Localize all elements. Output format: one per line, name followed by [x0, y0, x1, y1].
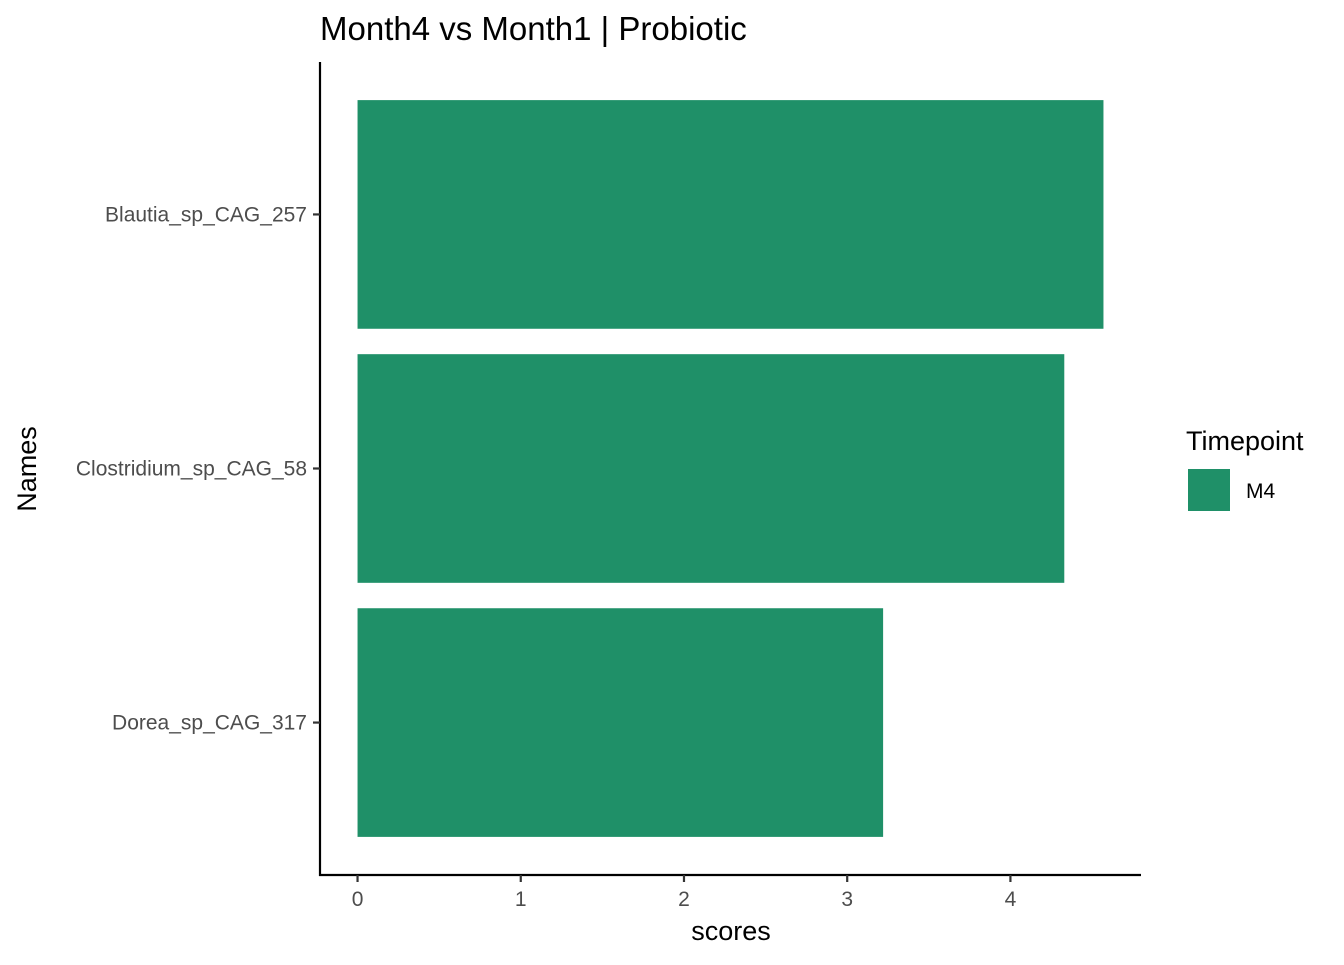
y-axis-ticks: Blautia_sp_CAG_257 Clostridium_sp_CAG_58 D… [76, 203, 320, 735]
legend: Timepoint M4 [1186, 426, 1304, 511]
y-tick-label-Blautia_sp_CAG_257: Blautia_sp_CAG_257 [105, 203, 307, 226]
legend-key-m4 [1188, 469, 1230, 511]
legend-label-m4: M4 [1246, 480, 1275, 503]
chart-title: Month4 vs Month1 | Probiotic [320, 10, 747, 47]
y-axis-title: Names [12, 426, 42, 512]
x-tick-label-1: 1 [515, 888, 527, 911]
x-tick-label-2: 2 [678, 888, 690, 911]
bar-Blautia_sp_CAG_257 [357, 100, 1104, 329]
legend-title: Timepoint [1186, 426, 1304, 456]
bars-group [357, 100, 1104, 837]
x-axis-title: scores [691, 916, 771, 946]
x-tick-label-3: 3 [841, 888, 853, 911]
x-tick-label-4: 4 [1005, 888, 1017, 911]
x-axis-ticks: 0 1 2 3 4 [352, 875, 1017, 911]
y-tick-label-Dorea_sp_CAG_317: Dorea_sp_CAG_317 [112, 712, 307, 735]
x-tick-label-0: 0 [352, 888, 364, 911]
y-tick-label-Clostridium_sp_CAG_58: Clostridium_sp_CAG_58 [76, 458, 307, 481]
bar-Dorea_sp_CAG_317 [357, 608, 884, 837]
bar-Clostridium_sp_CAG_58 [357, 354, 1065, 583]
